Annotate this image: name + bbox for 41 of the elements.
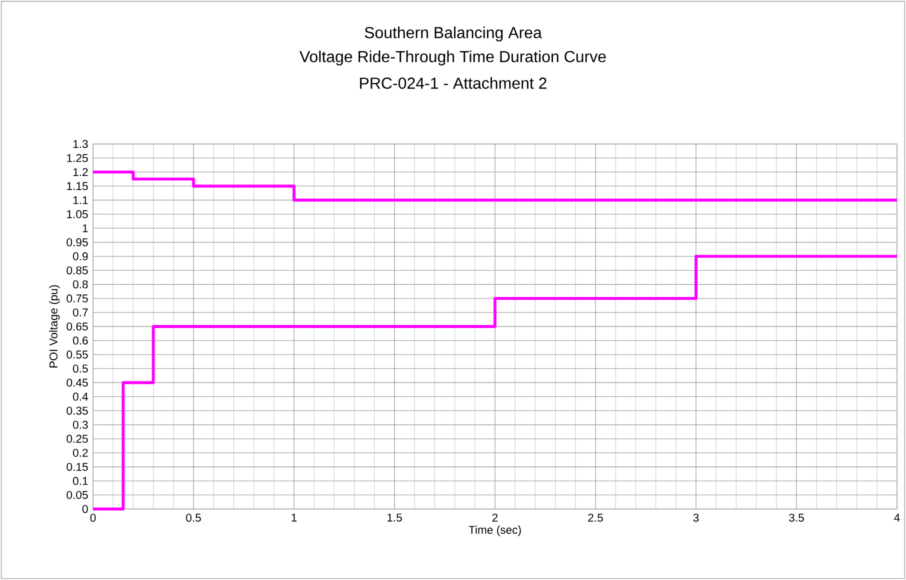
y-tick-label: 0.55	[66, 350, 88, 359]
y-tick-label: 0.9	[72, 252, 88, 260]
x-tick-label: 0.5	[186, 514, 201, 522]
x-tick-label: 4	[894, 514, 900, 522]
y-tick-label: 0.4	[72, 392, 88, 401]
y-tick-label: 0.65	[66, 322, 88, 330]
chart-title: Southern Balancing Area	[364, 26, 542, 42]
y-tick-label: 1.25	[67, 154, 88, 162]
y-tick-label: 0.1	[72, 476, 88, 485]
y-tick-label: 0.05	[66, 490, 88, 499]
y-tick-label: 0.35	[66, 406, 88, 415]
y-tick-label: 0.75	[66, 294, 88, 302]
y-tick-label: 0.85	[66, 266, 88, 274]
y-tick-label: 1	[82, 224, 88, 232]
y-tick-label: 0.25	[66, 434, 88, 443]
y-tick-label: 0.15	[66, 462, 88, 471]
y-tick-label: 0.8	[72, 280, 88, 288]
x-tick-label: 2.5	[588, 514, 603, 522]
x-tick-label: 2	[492, 514, 498, 522]
x-tick-label: 3.5	[789, 514, 804, 522]
y-tick-label: 1.1	[73, 196, 88, 204]
y-tick-label: 0.95	[66, 238, 88, 246]
x-axis-title: Time (sec)	[468, 526, 521, 536]
y-axis-title: POI Voltage (pu)	[49, 285, 60, 368]
x-tick-label: 3	[693, 514, 699, 522]
x-tick-label: 1	[292, 514, 297, 522]
y-tick-label: 1.15	[67, 182, 88, 190]
y-tick-label: 1.3	[73, 140, 88, 148]
y-tick-label: 0.7	[72, 308, 88, 316]
y-tick-label: 1.05	[67, 210, 88, 218]
y-tick-label: 0	[82, 504, 88, 513]
x-tick-label: 1.5	[387, 514, 402, 522]
x-tick-label: 0	[90, 514, 96, 522]
y-tick-label: 1.2	[73, 168, 88, 176]
y-tick-label: 0.45	[66, 378, 88, 387]
y-tick-label: 0.5	[72, 364, 88, 373]
text: PRC-024-1 - Attachment 2	[360, 77, 546, 89]
y-tick-label: 0.2	[72, 448, 88, 457]
chart-subtitle: Voltage Ride-Through Time Duration Curve	[300, 50, 606, 66]
y-tick-label: 0.3	[72, 420, 88, 429]
y-tick-label: 0.6	[72, 336, 88, 345]
